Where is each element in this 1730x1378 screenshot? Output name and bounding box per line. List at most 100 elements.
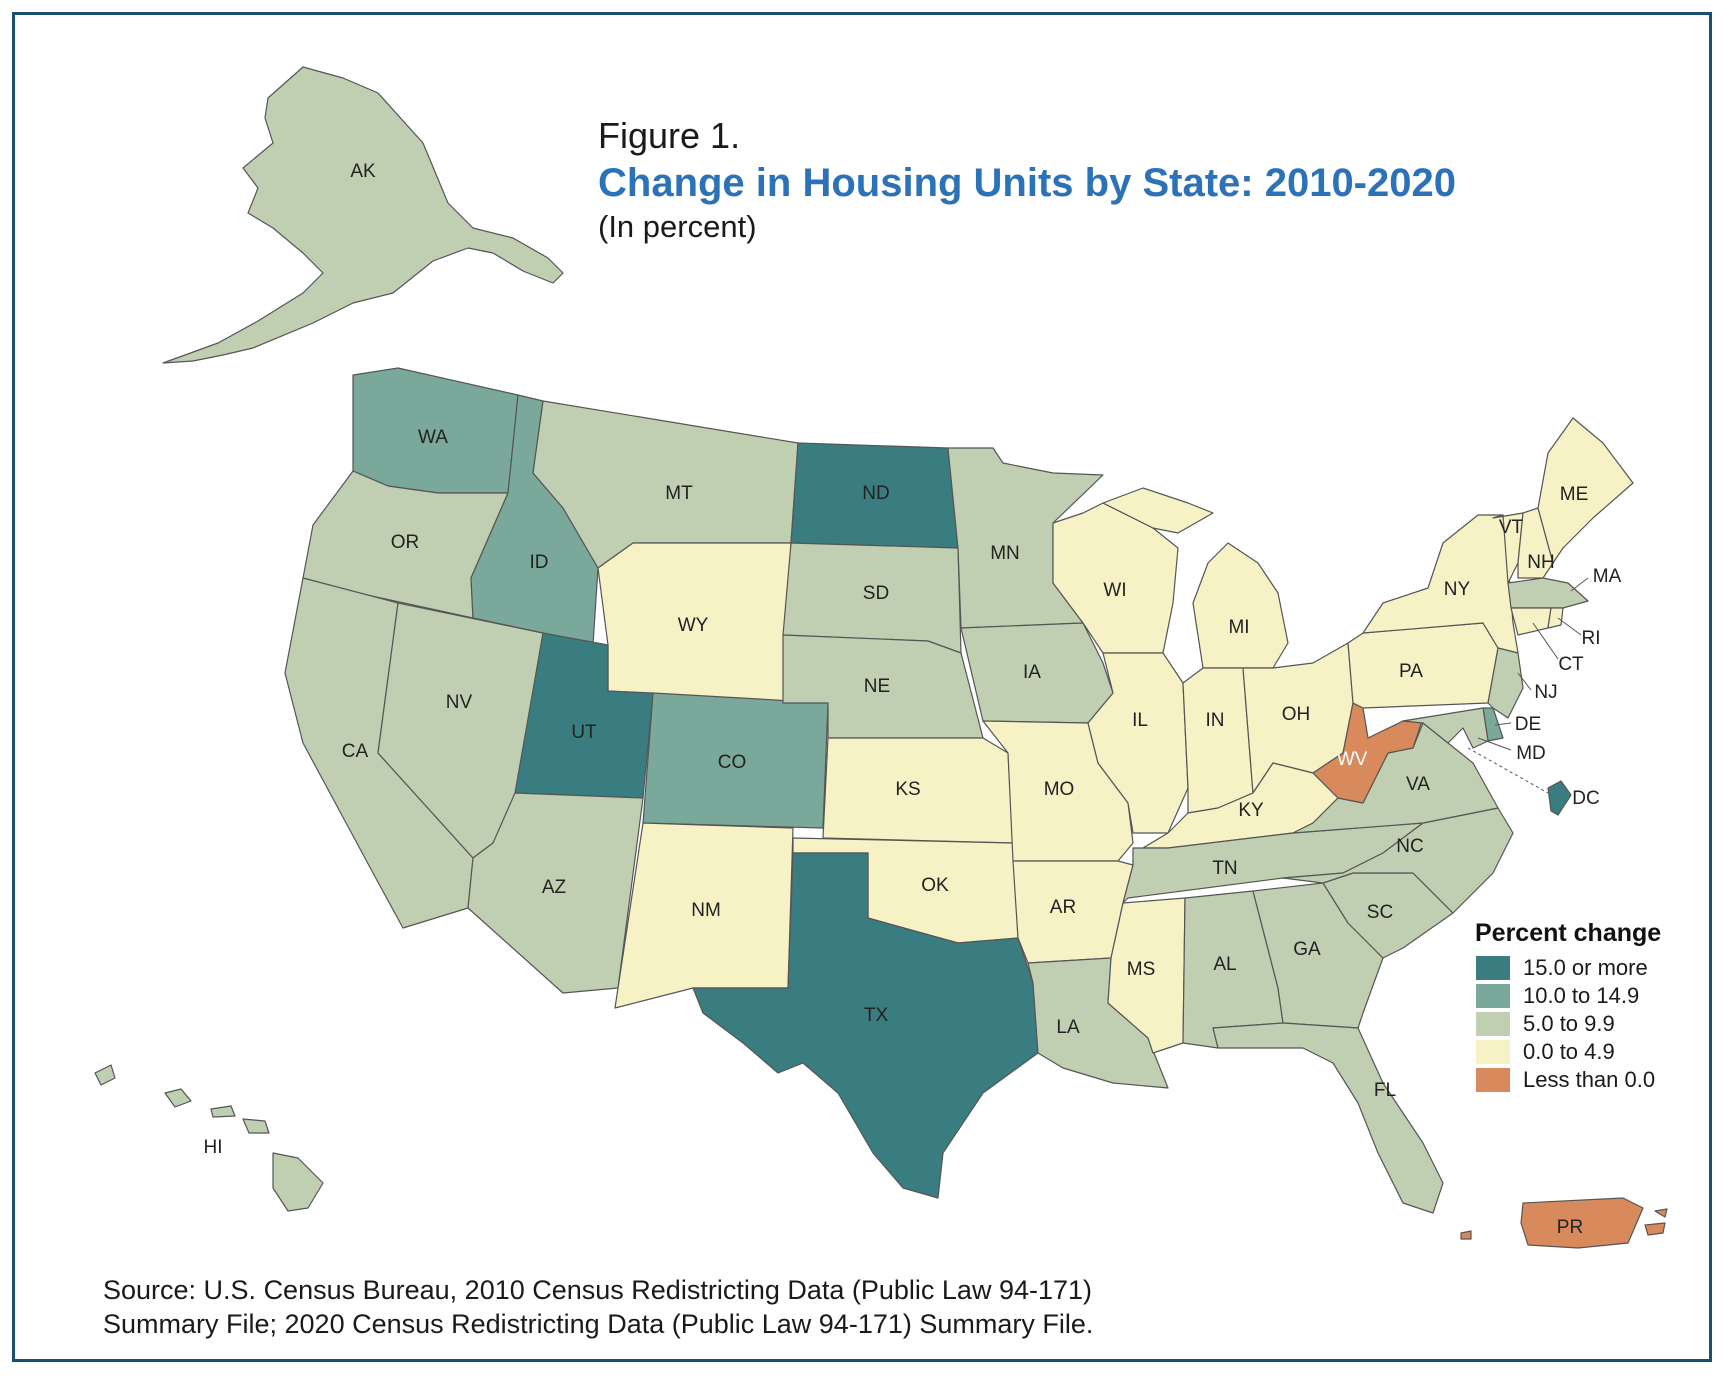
state-PR: [1460, 1197, 1668, 1249]
legend-item: 0.0 to 4.9: [1475, 1038, 1661, 1066]
label-KY: KY: [1238, 800, 1264, 821]
label-NJ: NJ: [1534, 682, 1557, 703]
label-DE: DE: [1515, 714, 1541, 735]
leader-MD: [1477, 737, 1512, 751]
state-WI: [1052, 502, 1179, 654]
state-PA: [1347, 622, 1499, 709]
label-ND: ND: [862, 483, 889, 504]
source-line: Summary File; 2020 Census Redistricting …: [103, 1309, 1094, 1339]
state-NJ: [1487, 647, 1524, 719]
label-NE: NE: [864, 676, 890, 697]
legend-swatch: [1475, 1039, 1511, 1065]
label-TX: TX: [864, 1005, 889, 1026]
leader-CT: [1532, 622, 1559, 660]
label-AR: AR: [1050, 897, 1076, 918]
state-HI: [94, 1064, 324, 1212]
state-MA: [1507, 577, 1589, 609]
label-MA: MA: [1593, 566, 1622, 587]
label-PA: PA: [1399, 661, 1423, 682]
label-NM: NM: [691, 900, 721, 921]
label-CO: CO: [718, 752, 747, 773]
legend-swatch: [1475, 955, 1511, 981]
label-WI: WI: [1103, 580, 1126, 601]
legend-label: 15.0 or more: [1523, 955, 1648, 980]
label-MT: MT: [665, 483, 693, 504]
legend-label: 0.0 to 4.9: [1523, 1039, 1615, 1064]
label-NH: NH: [1527, 552, 1554, 573]
legend-swatch: [1475, 1067, 1511, 1093]
label-VA: VA: [1406, 774, 1430, 795]
label-MI: MI: [1228, 617, 1249, 638]
label-SD: SD: [863, 583, 889, 604]
label-WA: WA: [418, 427, 448, 448]
state-IL: [1087, 652, 1189, 834]
legend-label: Less than 0.0: [1523, 1067, 1656, 1092]
label-MN: MN: [990, 543, 1020, 564]
figure-title: Change in Housing Units by State: 2010-2…: [598, 161, 1456, 205]
legend-item: Less than 0.0: [1475, 1066, 1661, 1094]
label-HI: HI: [204, 1137, 223, 1158]
legend-item: 10.0 to 14.9: [1475, 982, 1661, 1010]
state-RI: [1547, 607, 1564, 629]
source-note: Source: U.S. Census Bureau, 2010 Census …: [103, 1273, 1093, 1341]
label-MO: MO: [1044, 779, 1075, 800]
label-OK: OK: [921, 875, 949, 896]
map-legend: Percent change 15.0 or more 10.0 to 14.9…: [1475, 919, 1661, 1094]
label-AZ: AZ: [542, 877, 567, 898]
label-WV: WV: [1337, 749, 1368, 770]
label-OH: OH: [1282, 704, 1311, 725]
state-MI: [1102, 487, 1289, 669]
legend-label: 10.0 to 14.9: [1523, 983, 1640, 1008]
state-CT: [1510, 607, 1552, 636]
label-WY: WY: [678, 615, 709, 636]
state-DC: [1547, 780, 1572, 816]
label-DC: DC: [1572, 788, 1599, 809]
state-NC: [1282, 807, 1514, 914]
label-GA: GA: [1293, 939, 1321, 960]
state-TX: [692, 852, 1039, 1199]
legend-label: 5.0 to 9.9: [1523, 1011, 1615, 1036]
label-MS: MS: [1127, 959, 1156, 980]
label-NV: NV: [446, 692, 473, 713]
leader-MA: [1570, 577, 1589, 592]
source-line: Source: U.S. Census Bureau, 2010 Census …: [103, 1275, 1093, 1305]
figure-frame: AK HI WA OR CA NV ID MT WY UT AZ CO NM N…: [12, 12, 1712, 1362]
legend-item: 15.0 or more: [1475, 954, 1661, 982]
figure-subtitle: (In percent): [598, 209, 757, 244]
state-VT: [1492, 512, 1524, 584]
state-VA: [1292, 722, 1499, 834]
label-PR: PR: [1557, 1217, 1583, 1238]
leader-DE: [1494, 722, 1512, 726]
state-AZ: [467, 792, 644, 994]
label-UT: UT: [571, 722, 597, 743]
label-FL: FL: [1374, 1080, 1396, 1101]
label-NY: NY: [1444, 579, 1471, 600]
label-CT: CT: [1558, 654, 1584, 675]
label-KS: KS: [895, 779, 920, 800]
legend-swatch: [1475, 983, 1511, 1009]
legend-swatch: [1475, 1011, 1511, 1037]
leader-RI: [1557, 617, 1582, 636]
label-MD: MD: [1516, 743, 1546, 764]
label-TN: TN: [1212, 858, 1237, 879]
us-choropleth-map: AK HI WA OR CA NV ID MT WY UT AZ CO NM N…: [94, 66, 1668, 1249]
leader-NJ: [1517, 672, 1532, 691]
state-MD: [1402, 707, 1489, 749]
label-SC: SC: [1367, 902, 1393, 923]
state-IN: [1182, 667, 1254, 814]
state-ME: [1537, 417, 1634, 564]
label-VT: VT: [1499, 517, 1524, 538]
label-IA: IA: [1023, 662, 1041, 683]
label-NC: NC: [1396, 836, 1423, 857]
label-RI: RI: [1582, 628, 1601, 649]
label-AK: AK: [350, 161, 376, 182]
label-OR: OR: [391, 532, 420, 553]
state-FL: [1212, 1022, 1444, 1214]
figure-label: Figure 1.: [598, 115, 741, 156]
label-ME: ME: [1560, 484, 1589, 505]
legend-item: 5.0 to 9.9: [1475, 1010, 1661, 1038]
label-IL: IL: [1132, 710, 1148, 731]
state-AK: [162, 66, 564, 364]
state-WV: [1312, 702, 1424, 804]
legend-title: Percent change: [1475, 919, 1662, 947]
